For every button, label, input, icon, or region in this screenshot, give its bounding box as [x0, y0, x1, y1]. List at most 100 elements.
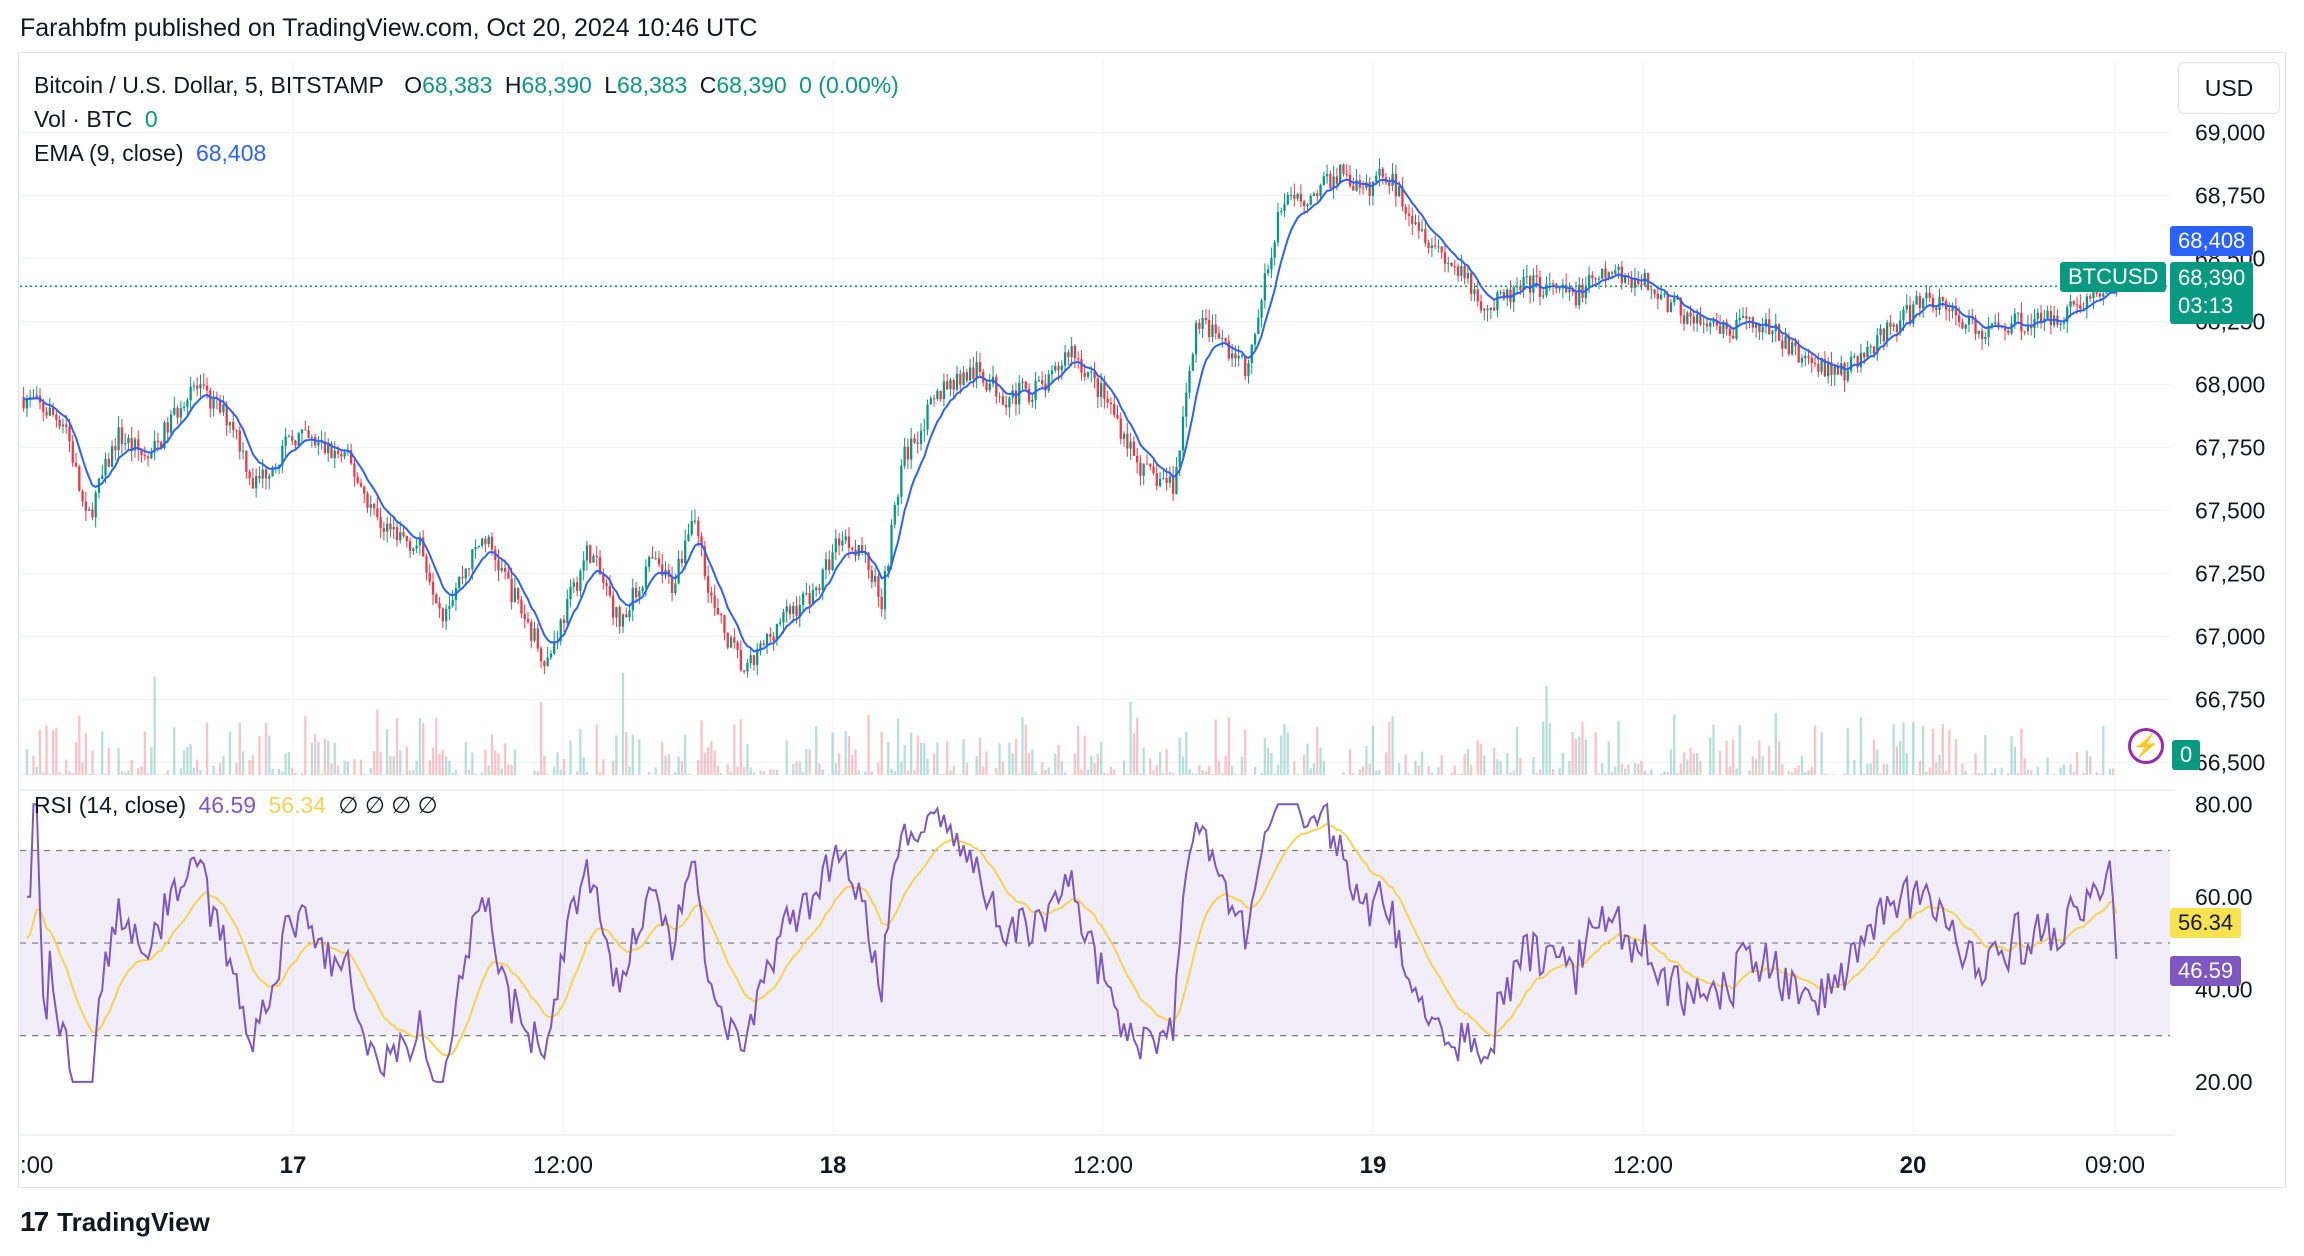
volume-bar: [1142, 747, 1145, 775]
candle: [1122, 431, 1126, 447]
candle: [291, 430, 294, 446]
volume-bar: [985, 751, 988, 775]
volume-bar: [392, 756, 395, 775]
volume-bar: [1879, 773, 1882, 775]
candle: [1699, 306, 1702, 327]
volume-bar: [205, 722, 209, 775]
volume-bar: [1833, 774, 1836, 775]
volume-bar: [1286, 732, 1289, 775]
volume-bar: [1617, 720, 1620, 775]
candle: [428, 564, 431, 586]
candle: [926, 399, 929, 436]
currency-button[interactable]: USD: [2178, 62, 2280, 114]
candle: [189, 376, 192, 412]
volume-bar: [1152, 770, 1155, 775]
volume-bar: [1699, 760, 1702, 775]
candle: [1070, 337, 1073, 367]
bolt-icon[interactable]: ⚡: [2128, 728, 2164, 764]
candle: [1411, 207, 1414, 236]
volume-bar: [1584, 739, 1587, 775]
candle: [1014, 382, 1018, 416]
volume-bar: [1974, 753, 1977, 775]
volume-bar: [51, 729, 55, 775]
price-tick: 68,750: [2195, 183, 2265, 209]
candle: [1856, 355, 1859, 373]
candle: [1928, 286, 1931, 303]
volume-bar: [1519, 757, 1522, 775]
volume-bar: [805, 749, 808, 775]
volume-bar: [104, 773, 107, 775]
candle: [1142, 463, 1145, 485]
candle: [1263, 263, 1267, 309]
candle: [1673, 292, 1676, 306]
volume-bar: [1571, 732, 1574, 775]
volume-bar: [1126, 774, 1129, 775]
volume-bar: [146, 773, 150, 775]
candle: [1771, 329, 1774, 343]
candle: [1548, 272, 1551, 292]
candle: [687, 523, 690, 542]
candle: [1905, 294, 1908, 314]
candle: [379, 507, 382, 539]
volume-bar: [965, 762, 968, 775]
volume-bar: [1194, 773, 1198, 775]
candle: [2023, 330, 2026, 336]
volume-bar: [61, 774, 65, 775]
candle: [1561, 278, 1565, 299]
volume-bar: [1466, 749, 1470, 775]
volume-bar: [2052, 774, 2056, 775]
volume-bar: [1607, 741, 1610, 775]
price-tick: 66,750: [2195, 686, 2265, 712]
candle: [2069, 294, 2072, 318]
candle: [458, 575, 461, 591]
candle: [513, 577, 517, 603]
candle: [805, 582, 808, 597]
volume-bar: [677, 756, 680, 775]
volume-bar: [1902, 722, 1905, 775]
candle: [1817, 352, 1820, 378]
volume-bar: [153, 676, 156, 775]
candle: [1915, 290, 1918, 305]
volume-legend: Vol · BTC 0: [34, 106, 164, 133]
candle: [582, 551, 585, 581]
candle: [952, 378, 955, 399]
volume-bar: [1139, 773, 1142, 775]
volume-bar: [932, 753, 936, 775]
volume-bar: [2020, 728, 2023, 775]
volume-bar: [1581, 721, 1584, 775]
candle: [1077, 351, 1080, 369]
ema-label: EMA (9, close): [34, 140, 184, 166]
candle: [1309, 193, 1312, 206]
candle: [1168, 466, 1172, 488]
candle: [1830, 351, 1833, 386]
volume-bar: [379, 752, 382, 775]
volume-bar: [241, 751, 245, 775]
candle: [2072, 300, 2075, 307]
footer-brand[interactable]: 17 TradingView: [20, 1206, 210, 1238]
candle: [487, 534, 490, 548]
candle: [1158, 471, 1162, 488]
volume-bar: [1738, 725, 1741, 775]
volume-bar: [1093, 762, 1096, 775]
candle: [464, 568, 467, 585]
candle: [1437, 239, 1440, 253]
last-price-value: 68,390: [2178, 265, 2246, 290]
volume-bar: [2059, 767, 2062, 775]
candle: [595, 545, 598, 567]
candle: [497, 549, 500, 582]
last-price-tag: 68,390 03:13: [2170, 262, 2254, 324]
candle: [1653, 288, 1656, 299]
candle: [441, 607, 444, 629]
volume-bar: [1407, 773, 1411, 775]
volume-bar: [1650, 769, 1653, 775]
candle: [939, 390, 942, 402]
ema-line: [23, 178, 2117, 653]
candle: [2085, 293, 2089, 319]
candle: [2062, 317, 2066, 330]
candle: [1849, 351, 1853, 374]
candle: [1879, 324, 1882, 345]
candle: [1630, 271, 1633, 293]
volume-bar: [222, 755, 225, 775]
volume-bar: [48, 773, 51, 775]
